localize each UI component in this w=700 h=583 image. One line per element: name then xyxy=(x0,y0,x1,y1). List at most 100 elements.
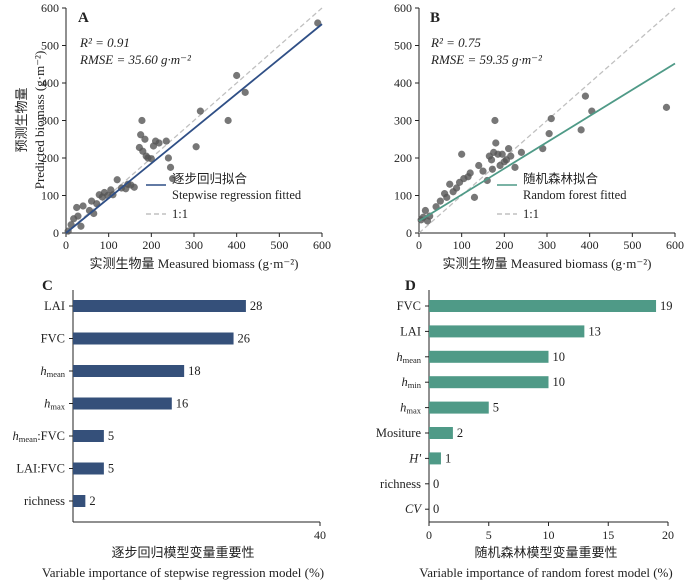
data-label-c: 28 xyxy=(250,299,263,313)
category-label-c: richness xyxy=(24,494,65,508)
rmse-label-b: RMSE = 59.35 g·m⁻² xyxy=(430,52,543,67)
legend-ref-a: 1:1 xyxy=(172,207,188,221)
category-label-c: FVC xyxy=(41,332,65,346)
data-point-a xyxy=(162,137,170,145)
data-point-a xyxy=(147,155,155,163)
y-tick-label-a: 100 xyxy=(41,189,59,203)
scatter-panel-b: B R² = 0.75 RMSE = 59.35 g·m⁻² 随机森林拟合 Ra… xyxy=(394,1,684,271)
bar-panel-c: C 逐步回归模型变量重要性 Variable importance of ste… xyxy=(13,278,326,580)
data-point-a xyxy=(169,175,177,183)
rmse-label-a: RMSE = 35.60 g·m⁻² xyxy=(79,52,192,67)
x-tick-label-a: 200 xyxy=(142,238,160,252)
data-point-b xyxy=(662,103,671,111)
bar-d xyxy=(429,376,549,389)
bar-c xyxy=(73,332,234,345)
bar-d xyxy=(429,401,489,414)
legend-fit-cn-a: 逐步回归拟合 xyxy=(172,171,248,186)
x-tick-label-a: 400 xyxy=(228,238,246,252)
x-axis-label-d: Variable importance of random forest mod… xyxy=(419,565,672,580)
data-point-b xyxy=(492,139,500,147)
x-tick-label-c: 40 xyxy=(314,528,326,542)
bar-c xyxy=(73,300,246,312)
category-label-c: LAI xyxy=(44,299,65,313)
data-point-a xyxy=(73,203,81,212)
bar-d xyxy=(429,452,441,465)
data-label-d: 1 xyxy=(445,451,451,465)
legend-fit-en-a: Stepwise regression fitted xyxy=(172,188,302,202)
y-tick-label-a: 200 xyxy=(41,151,59,165)
x-tick-label-a: 500 xyxy=(270,238,288,252)
y-tick-label-a: 400 xyxy=(41,76,59,90)
panel-label-c: C xyxy=(42,278,53,294)
category-label-d: FVC xyxy=(397,299,421,313)
data-point-b xyxy=(505,145,513,153)
x-tick-label-a: 300 xyxy=(185,238,203,252)
legend-a: 逐步回归拟合 Stepwise regression fitted 1:1 xyxy=(146,171,302,221)
data-point-b xyxy=(466,169,474,177)
y-tick-label-b: 200 xyxy=(394,151,412,165)
data-point-a xyxy=(141,135,149,143)
legend-fit-en-b: Random forest fitted xyxy=(523,188,627,202)
y-tick-label-b: 600 xyxy=(394,1,412,15)
y-axis-label-en-a: Predicted biomass (g·m⁻²) xyxy=(32,51,47,190)
data-point-b xyxy=(488,165,496,173)
y-axis-label-cn-a: 预测生物量 xyxy=(14,87,29,152)
data-point-b xyxy=(545,130,553,138)
category-label-d: Mositure xyxy=(376,426,422,440)
bar-d xyxy=(429,325,585,338)
data-point-a xyxy=(155,139,163,147)
data-point-a xyxy=(74,212,82,220)
panel-label-b: B xyxy=(430,10,440,26)
bar-c xyxy=(73,365,185,377)
data-point-b xyxy=(470,193,479,201)
panel-label-d: D xyxy=(405,278,416,294)
category-label-c: hmax xyxy=(44,397,66,412)
data-point-b xyxy=(436,197,444,205)
bar-c xyxy=(73,462,104,475)
category-label-d: H' xyxy=(408,451,421,465)
data-point-b xyxy=(511,163,519,171)
data-label-d: 13 xyxy=(588,324,601,338)
fit-line-b xyxy=(418,62,676,222)
y-tick-label-a: 600 xyxy=(41,1,59,15)
category-label-c: hmean:FVC xyxy=(13,429,65,444)
x-tick-label-b: 100 xyxy=(453,238,471,252)
data-point-b xyxy=(443,193,451,201)
x-tick-label-b: 0 xyxy=(416,238,422,252)
data-label-d: 0 xyxy=(433,477,439,491)
x-tick-label-d: 0 xyxy=(426,528,432,542)
category-label-d: CV xyxy=(405,502,422,516)
data-point-a xyxy=(137,131,145,139)
bar-d xyxy=(429,350,549,363)
data-label-d: 19 xyxy=(660,299,673,313)
y-tick-label-a: 500 xyxy=(41,39,59,53)
data-point-a xyxy=(166,163,175,171)
category-label-c: LAI:FVC xyxy=(16,462,65,476)
bar-c xyxy=(73,495,86,507)
y-tick-label-b: 100 xyxy=(394,189,412,203)
x-tick-label-b: 300 xyxy=(538,238,556,252)
x-tick-label-a: 600 xyxy=(313,238,331,252)
data-point-a xyxy=(233,71,241,80)
data-point-a xyxy=(224,116,232,125)
data-label-c: 16 xyxy=(176,397,189,411)
x-tick-label-d: 20 xyxy=(662,528,674,542)
scatter-panel-a: A R² = 0.91 RMSE = 35.60 g·m⁻² 逐步回归拟合 St… xyxy=(14,1,331,271)
y-tick-label-b: 300 xyxy=(394,114,412,128)
data-point-b xyxy=(487,156,496,164)
x-axis-label-b: 实测生物量 Measured biomass (g·m⁻²) xyxy=(443,256,652,271)
data-point-b xyxy=(446,180,454,188)
x-tick-label-b: 600 xyxy=(666,238,684,252)
data-point-b xyxy=(517,148,526,156)
data-label-d: 10 xyxy=(553,375,566,389)
category-label-d: hmin xyxy=(402,375,422,390)
data-point-a xyxy=(138,116,146,125)
data-point-b xyxy=(507,152,515,160)
category-label-d: hmax xyxy=(400,401,422,416)
category-label-d: LAI xyxy=(400,324,421,338)
y-tick-label-b: 0 xyxy=(406,226,412,240)
data-point-b xyxy=(491,116,499,125)
data-point-b xyxy=(475,161,483,170)
x-tick-label-b: 200 xyxy=(495,238,513,252)
